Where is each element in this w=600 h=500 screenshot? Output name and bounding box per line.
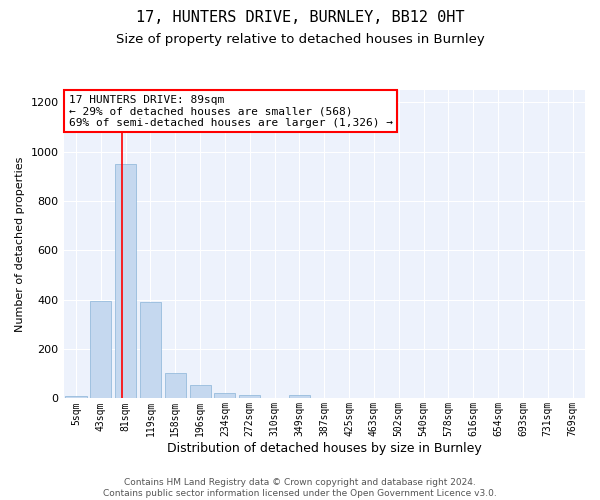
Text: 17, HUNTERS DRIVE, BURNLEY, BB12 0HT: 17, HUNTERS DRIVE, BURNLEY, BB12 0HT xyxy=(136,10,464,25)
Bar xyxy=(214,393,235,398)
Bar xyxy=(140,302,161,398)
Y-axis label: Number of detached properties: Number of detached properties xyxy=(15,156,25,332)
Bar xyxy=(115,164,136,398)
Bar xyxy=(190,385,211,398)
Text: 17 HUNTERS DRIVE: 89sqm
← 29% of detached houses are smaller (568)
69% of semi-d: 17 HUNTERS DRIVE: 89sqm ← 29% of detache… xyxy=(69,94,393,128)
Bar xyxy=(289,396,310,398)
Text: Contains HM Land Registry data © Crown copyright and database right 2024.
Contai: Contains HM Land Registry data © Crown c… xyxy=(103,478,497,498)
Bar xyxy=(65,396,86,398)
Bar xyxy=(165,372,186,398)
Text: Size of property relative to detached houses in Burnley: Size of property relative to detached ho… xyxy=(116,32,484,46)
Bar xyxy=(90,301,112,398)
X-axis label: Distribution of detached houses by size in Burnley: Distribution of detached houses by size … xyxy=(167,442,482,455)
Bar xyxy=(239,396,260,398)
